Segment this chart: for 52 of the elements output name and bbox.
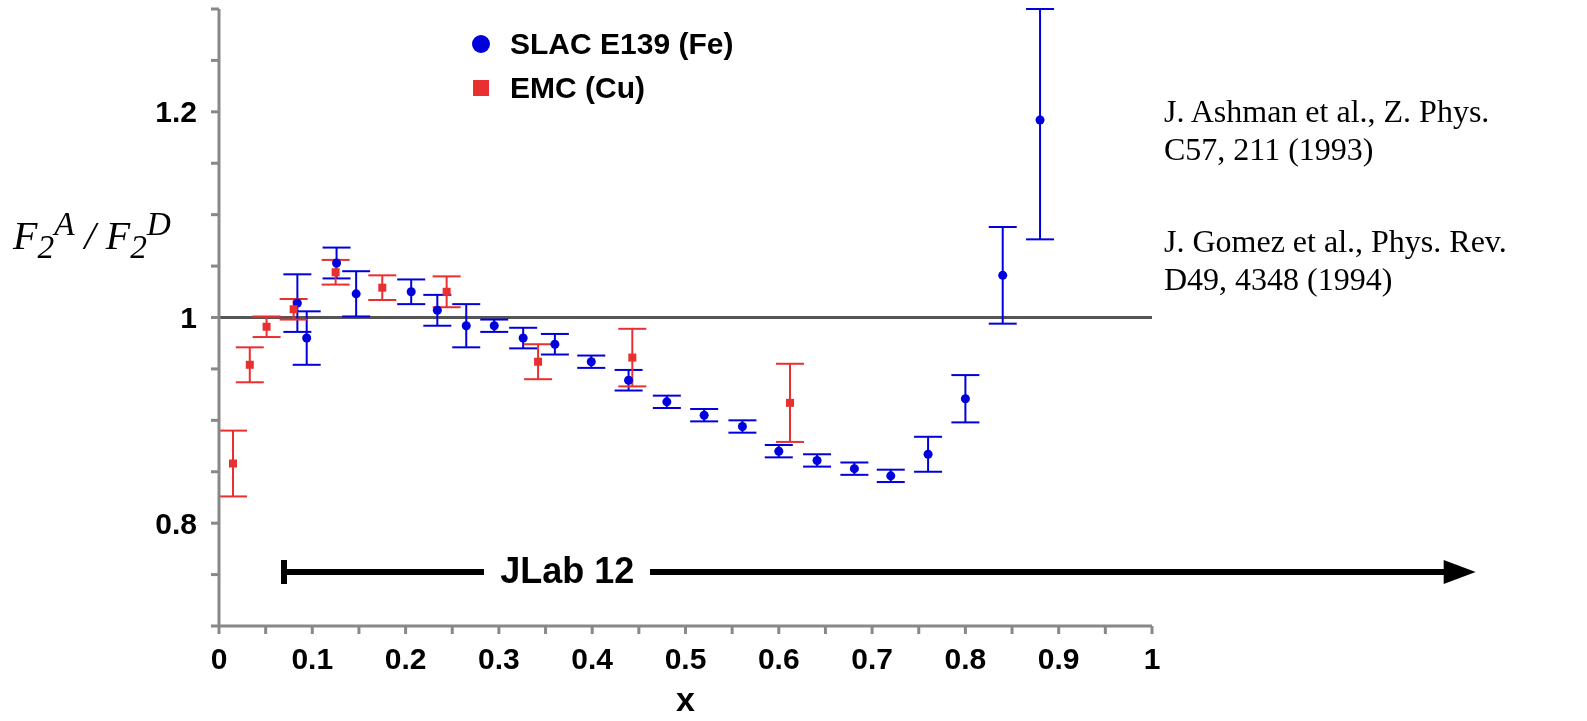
point <box>960 394 970 404</box>
x-tick-label: 0.5 <box>664 642 707 676</box>
point <box>1035 115 1045 125</box>
x-tick-label: 0.8 <box>944 642 987 676</box>
x-tick-label: 0.2 <box>384 642 427 676</box>
x-tick-label: 0.7 <box>851 642 893 676</box>
x-tick-label: 0.6 <box>757 642 800 676</box>
point <box>228 459 237 468</box>
point <box>432 305 442 315</box>
point <box>812 455 822 465</box>
point <box>774 446 784 456</box>
x-tick-label: 0.9 <box>1037 642 1080 676</box>
point <box>624 375 634 385</box>
point <box>331 268 340 277</box>
x-tick-label: 1 <box>1143 642 1161 676</box>
point <box>849 464 859 474</box>
x-tick-label: 0.4 <box>571 642 614 676</box>
x-axis-title: x <box>675 680 696 719</box>
point <box>534 357 543 366</box>
y-tick-label: 0.8 <box>155 506 197 540</box>
point <box>351 289 361 299</box>
point <box>461 321 471 331</box>
x-tick-label: 0.3 <box>478 642 520 676</box>
point <box>262 322 271 331</box>
point <box>332 258 342 268</box>
point <box>923 449 933 459</box>
text: J. Ashman et al., Z. Phys. C57, 211 (1993) <box>1164 92 1491 168</box>
point <box>586 357 596 367</box>
point <box>489 321 499 331</box>
point <box>550 339 560 349</box>
point <box>886 471 896 481</box>
point <box>245 360 254 369</box>
point <box>786 398 794 407</box>
point <box>302 333 312 343</box>
y-tick-label: 1 <box>180 301 197 335</box>
legend-label: SLAC E139 (Fe) <box>510 26 734 62</box>
point <box>628 353 637 362</box>
point <box>662 397 672 407</box>
point <box>699 410 709 420</box>
text: J. Gomez et al., Phys. Rev. D49, 4348 (1994) <box>1164 222 1508 298</box>
legend-label: EMC (Cu) <box>510 70 645 106</box>
x-tick-label: 0.1 <box>291 642 334 676</box>
point <box>998 270 1008 280</box>
annotation: JLab 12 <box>484 548 651 594</box>
point <box>378 283 387 292</box>
point <box>289 305 298 314</box>
point <box>442 287 451 296</box>
point <box>737 422 747 432</box>
point <box>406 287 416 297</box>
x-tick-label: 0 <box>210 642 228 676</box>
y-tick-label: 1.2 <box>155 95 197 129</box>
point <box>518 333 528 343</box>
